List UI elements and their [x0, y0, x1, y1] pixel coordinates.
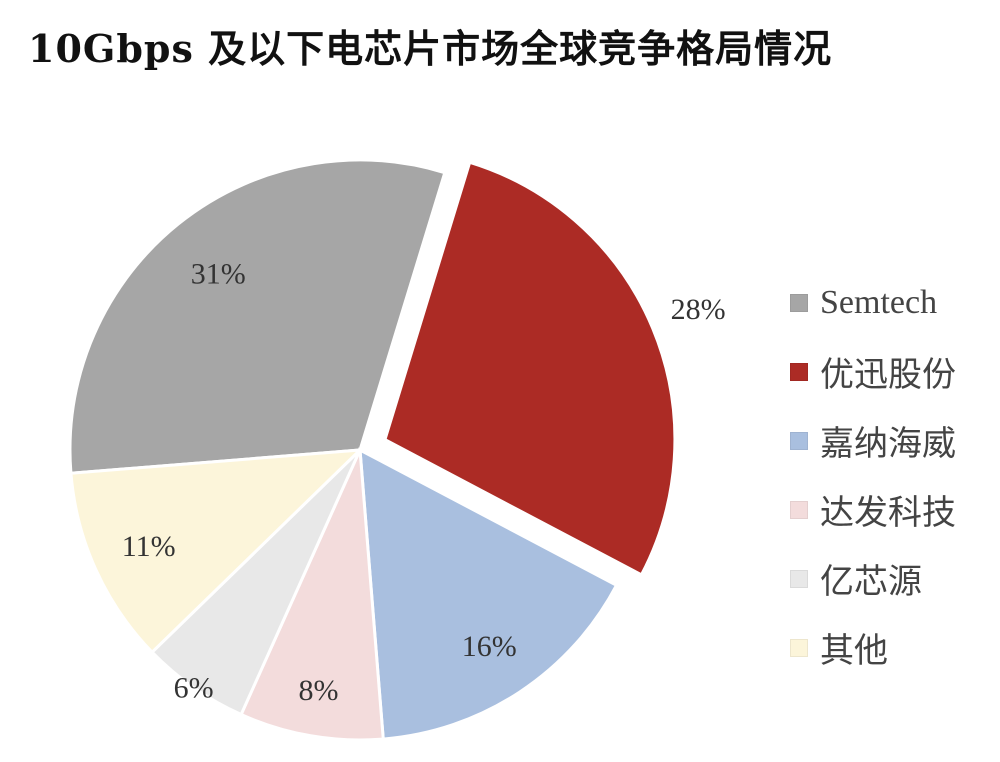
legend: Semtech 优迅股份嘉纳海威达发科技亿芯源其他: [790, 268, 956, 682]
legend-label: Semtech: [820, 283, 938, 321]
data-label-1: 28%: [671, 293, 726, 326]
data-label-2: 16%: [462, 630, 517, 663]
legend-swatch: [790, 569, 808, 588]
legend-label: 达发科技: [820, 495, 956, 532]
data-label-3: 8%: [299, 674, 339, 707]
pie-slice-0: [68, 158, 447, 475]
data-label-0: 31%: [191, 258, 246, 291]
legend-swatch: [790, 500, 808, 519]
legend-item: 优迅股份: [790, 337, 956, 406]
pie-slice-3: [239, 449, 385, 742]
legend-label: 优迅股份: [820, 357, 956, 394]
legend-swatch: [790, 362, 808, 381]
legend-item: Semtech: [790, 268, 956, 337]
legend-swatch: [790, 431, 808, 450]
chart-title: 10Gbps 及以下电芯片市场全球竞争格局情况: [28, 26, 833, 71]
legend-item: 嘉纳海威: [790, 406, 956, 475]
data-label-4: 6%: [174, 672, 214, 705]
legend-item: 亿芯源: [790, 544, 956, 613]
legend-swatch: [790, 293, 808, 312]
legend-label: 亿芯源: [820, 564, 922, 601]
legend-item: 达发科技: [790, 475, 956, 544]
legend-swatch: [790, 638, 808, 657]
pie-slice-1: [383, 160, 677, 577]
pie-slice-2: [358, 447, 619, 741]
pie-slice-5: [69, 448, 365, 655]
data-label-5: 11%: [122, 530, 176, 563]
legend-item: 其他: [790, 613, 956, 682]
legend-label: 其他: [820, 633, 888, 670]
legend-label: 嘉纳海威: [820, 426, 956, 463]
